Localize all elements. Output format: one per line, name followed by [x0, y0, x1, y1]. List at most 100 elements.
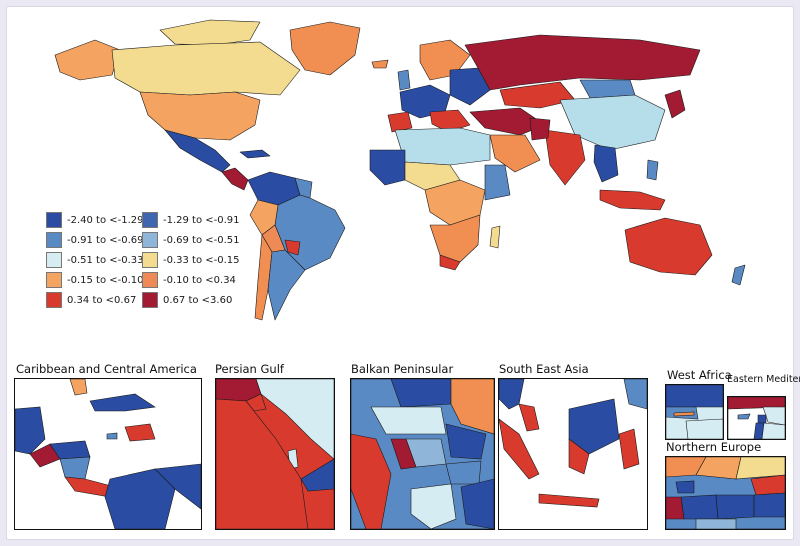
legend-item: -0.69 to <-0.51 [142, 232, 240, 248]
region-hispaniola [124, 423, 156, 442]
inset-title-persian-gulf: Persian Gulf [215, 362, 284, 376]
region-borneo-south [568, 438, 590, 475]
inset-title-northern-europe: Northern Europe [666, 440, 762, 454]
region-israel [753, 422, 765, 439]
region-czech [695, 518, 737, 529]
region-australia [624, 217, 713, 276]
region-argentina [267, 249, 306, 321]
inset-title-balkan: Balkan Peninsular [351, 362, 454, 376]
inset-caribbean-map [15, 379, 201, 529]
legend-item: -1.29 to <-0.91 [142, 212, 240, 228]
region-korea-japan [664, 89, 686, 119]
region-greenland [289, 21, 361, 76]
inset-title-eastern-med: Eastern Mediterranean [727, 374, 800, 385]
region-philippines [623, 379, 647, 410]
legend-item: 0.67 to <3.60 [142, 292, 232, 308]
inset-northern-europe-map [666, 457, 785, 529]
legend-swatch [46, 212, 62, 228]
region-guinea [685, 418, 723, 439]
region-romania [445, 423, 487, 460]
region-west-africa [369, 149, 406, 186]
region-north-africa [394, 127, 491, 166]
region-alaska [54, 39, 121, 81]
region-nicaragua [59, 456, 91, 480]
region-jamaica [106, 432, 118, 440]
region-mexico [164, 129, 231, 173]
region-java [538, 493, 600, 508]
legend-label: -0.10 to <0.34 [163, 274, 236, 286]
region-saudi-arabia [216, 398, 309, 529]
region-pakistan [529, 117, 551, 141]
inset-west-africa [665, 384, 724, 440]
region-cuba [89, 393, 156, 412]
region-east-africa [484, 164, 511, 201]
inset-south-east-asia [498, 378, 648, 530]
region-lebanon [757, 414, 767, 424]
region-indochina [593, 144, 619, 183]
region-denmark [675, 480, 695, 494]
region-borneo [568, 398, 620, 455]
region-india [544, 129, 586, 186]
region-cyprus [737, 413, 751, 420]
region-china [559, 94, 666, 151]
legend-label: 0.67 to <3.60 [163, 294, 233, 306]
inset-eastern-med [727, 396, 786, 440]
region-new-zealand [731, 264, 746, 286]
region-malaysia [518, 403, 540, 432]
legend-label: -0.51 to <-0.33 [67, 254, 144, 266]
legend-label: -0.69 to <-0.51 [163, 234, 240, 246]
region-paraguay [284, 239, 301, 256]
world-map [54, 19, 746, 321]
region-bosnia [390, 438, 417, 470]
inset-west-africa-map [666, 385, 723, 439]
region-turkey [728, 397, 785, 410]
region-finland [735, 457, 785, 480]
inset-title-caribbean: Caribbean and Central America [16, 362, 197, 376]
legend-label: -0.91 to <-0.69 [67, 234, 144, 246]
region-iceland [371, 59, 389, 69]
region-gambia [673, 411, 695, 417]
inset-balkan-map [351, 379, 494, 529]
legend-label: -2.40 to <-1.29 [67, 214, 144, 226]
legend-label: -0.33 to <-0.15 [163, 254, 240, 266]
legend-item: -0.91 to <-0.69 [46, 232, 144, 248]
legend-swatch [142, 212, 158, 228]
region-poland [715, 494, 755, 520]
legend-swatch [46, 292, 62, 308]
region-central-america [221, 167, 249, 191]
region-greece [410, 483, 457, 529]
inset-eastern-med-map [728, 397, 785, 439]
inset-south-east-asia-map [499, 379, 647, 508]
region-arabia [489, 134, 541, 173]
legend-swatch [142, 292, 158, 308]
region-estonia-latvia [750, 474, 785, 496]
region-syria [762, 406, 785, 426]
inset-title-west-africa: West Africa [667, 368, 732, 382]
legend-swatch [142, 232, 158, 248]
region-belarus [753, 492, 785, 518]
region-eastern-europe [449, 67, 491, 106]
inset-persian-gulf-map [216, 379, 334, 529]
region-sulawesi [618, 428, 640, 470]
region-jordan [761, 422, 785, 439]
region-netherlands [666, 496, 685, 520]
legend-item: -0.10 to <0.34 [142, 272, 236, 288]
region-iberia [387, 111, 413, 133]
region-uk [397, 69, 411, 91]
region-indonesia [599, 189, 666, 211]
region-canada [111, 41, 301, 96]
region-venezuela [154, 463, 201, 510]
legend-swatch [46, 232, 62, 248]
legend-swatch [46, 272, 62, 288]
region-poland [390, 379, 452, 408]
region-mexico-south [15, 406, 46, 455]
region-kazakhstan [499, 81, 576, 109]
region-south-africa [439, 254, 461, 271]
region-arctic-islands [159, 19, 261, 46]
region-florida [69, 379, 88, 396]
inset-caribbean [14, 378, 202, 530]
region-germany [680, 494, 719, 520]
legend-label: -0.15 to <-0.10 [67, 274, 144, 286]
region-uae [300, 458, 334, 492]
inset-title-south-east-asia: South East Asia [499, 362, 589, 376]
